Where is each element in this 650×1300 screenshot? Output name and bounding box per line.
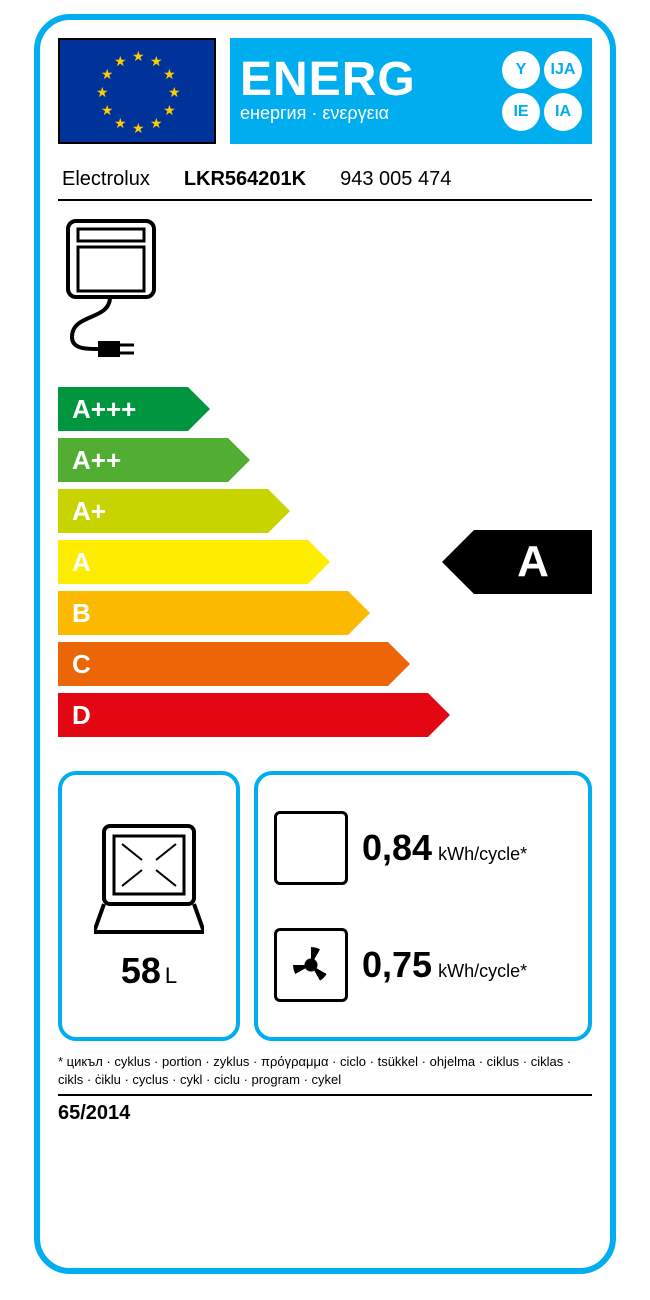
efficiency-arrow: A++ [58, 438, 592, 482]
consumption-row: 0,75 kWh/cycle* [274, 906, 572, 1023]
eu-flag: ★★★★★★★★★★★★ [58, 38, 216, 144]
oven-pictogram-icon [62, 217, 182, 367]
eu-star-icon: ★ [114, 115, 127, 132]
energy-label-frame: ★★★★★★★★★★★★ ENERG енергия · ενεργεια YI… [34, 14, 616, 1274]
efficiency-arrow: A+ [58, 489, 592, 533]
language-badge: Y [502, 51, 540, 89]
eu-star-icon: ★ [150, 53, 163, 70]
specs-row: 58L 0,84 kWh/cycle* 0,75 kWh/cycle* [58, 771, 592, 1041]
consumption-row: 0,84 kWh/cycle* [274, 789, 572, 906]
model: LKR564201K [184, 168, 306, 191]
conventional-mode-icon [274, 811, 348, 885]
efficiency-arrow-label: A++ [58, 438, 228, 482]
energ-title: ENERG [240, 58, 494, 101]
product-code: 943 005 474 [340, 168, 451, 191]
eu-star-icon: ★ [132, 48, 145, 65]
cycle-footnote: * цикъл · cyklus · portion · zyklus · πρ… [58, 1053, 592, 1088]
eu-star-icon: ★ [163, 66, 176, 83]
eu-star-icon: ★ [150, 115, 163, 132]
efficiency-arrow-label: A [58, 540, 308, 584]
volume-box: 58L [58, 771, 240, 1041]
oven-with-plug-icon [62, 217, 182, 367]
eu-star-icon: ★ [101, 102, 114, 119]
efficiency-arrow: B [58, 591, 592, 635]
brand: Electrolux [62, 168, 150, 191]
eu-star-icon: ★ [168, 84, 181, 101]
oven-volume-icon [94, 820, 204, 940]
eu-star-icon: ★ [96, 84, 109, 101]
language-badge: IA [544, 93, 582, 131]
volume-value: 58L [121, 950, 177, 992]
rating-marker-label: A [474, 530, 592, 594]
energ-block: ENERG енергия · ενεργεια YIJAIEIA [230, 38, 592, 144]
fan-mode-icon [274, 928, 348, 1002]
regulation-number: 65/2014 [58, 1094, 592, 1125]
consumption-unit: kWh/cycle* [438, 844, 527, 865]
energ-subtitle: енергия · ενεργεια [240, 103, 494, 124]
efficiency-arrow-label: A+++ [58, 387, 188, 431]
consumption-value: 0,75 [362, 944, 432, 986]
language-badge: IE [502, 93, 540, 131]
efficiency-arrow-label: B [58, 591, 348, 635]
product-row: Electrolux LKR564201K 943 005 474 [58, 168, 592, 201]
efficiency-arrow: A+++ [58, 387, 592, 431]
eu-star-icon: ★ [114, 53, 127, 70]
efficiency-arrow-label: C [58, 642, 388, 686]
header-row: ★★★★★★★★★★★★ ENERG енергия · ενεργεια YI… [58, 38, 592, 144]
efficiency-scale: A+++A++A+ABCDA [58, 387, 592, 743]
consumption-unit: kWh/cycle* [438, 961, 527, 982]
efficiency-arrow-label: A+ [58, 489, 268, 533]
language-badges: YIJAIEIA [502, 51, 582, 131]
efficiency-arrow: D [58, 693, 592, 737]
eu-star-icon: ★ [163, 102, 176, 119]
rating-marker: A [442, 530, 592, 594]
language-badge: IJA [544, 51, 582, 89]
efficiency-arrow-label: D [58, 693, 428, 737]
consumption-box: 0,84 kWh/cycle* 0,75 kWh/cycle* [254, 771, 592, 1041]
consumption-value: 0,84 [362, 827, 432, 869]
eu-star-icon: ★ [132, 120, 145, 137]
efficiency-arrow: C [58, 642, 592, 686]
eu-star-icon: ★ [101, 66, 114, 83]
